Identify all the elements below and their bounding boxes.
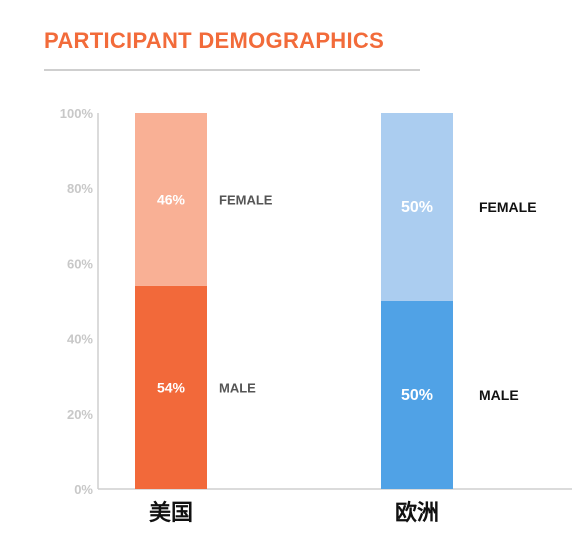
data-label-male: 54% xyxy=(157,379,186,395)
data-label-female: 46% xyxy=(157,191,186,207)
bar-male-0 xyxy=(135,285,207,489)
y-tick-label: 20% xyxy=(67,407,93,422)
series-label-female: FEMALE xyxy=(479,199,537,215)
bar-male-1 xyxy=(381,301,453,489)
bar-female-0 xyxy=(135,113,207,286)
y-tick-label: 80% xyxy=(67,181,93,196)
category-label: 美国 xyxy=(149,500,193,525)
data-label-female: 50% xyxy=(401,199,433,216)
y-tick-label: 0% xyxy=(74,482,93,497)
y-tick-label: 100% xyxy=(60,106,94,121)
bar-female-1 xyxy=(381,113,453,301)
chart-title: PARTICIPANT DEMOGRAPHICS xyxy=(44,28,385,53)
title-divider xyxy=(44,69,420,71)
series-label-male: MALE xyxy=(219,380,256,395)
series-label-male: MALE xyxy=(479,387,519,403)
y-tick-label: 60% xyxy=(67,256,93,271)
y-tick-label: 40% xyxy=(67,332,93,347)
series-label-female: FEMALE xyxy=(219,192,273,207)
category-label: 欧洲 xyxy=(395,500,439,525)
data-label-male: 50% xyxy=(401,387,433,404)
